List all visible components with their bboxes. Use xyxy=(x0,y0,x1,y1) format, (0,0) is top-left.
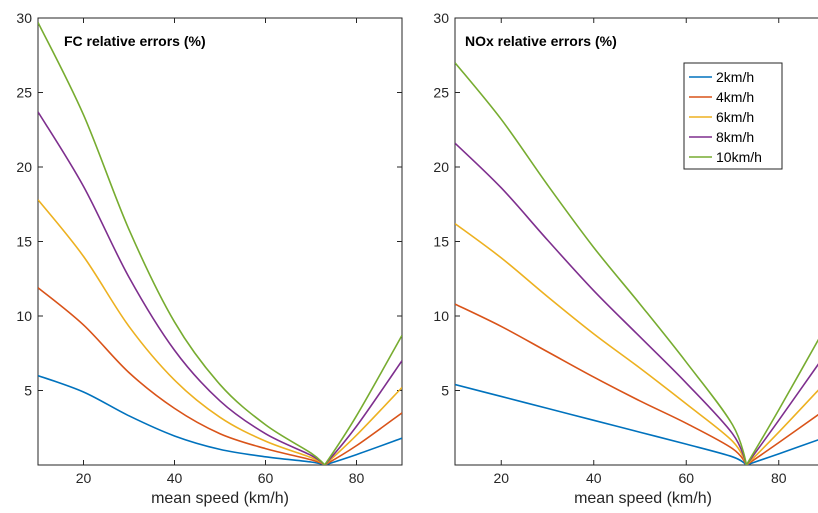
y-tick-label: 20 xyxy=(16,159,32,175)
x-axis-label-nox: mean speed (km/h) xyxy=(574,490,712,507)
x-axis-label-fc: mean speed (km/h) xyxy=(151,490,289,507)
series-line-nox-8km-h xyxy=(455,142,818,465)
legend: 2km/h 4km/h 6km/h 8km/h 10km/h xyxy=(683,62,783,170)
series-line-fc-4km-h xyxy=(38,287,402,465)
x-tick-label: 60 xyxy=(258,470,274,486)
legend-entry: 10km/h xyxy=(716,149,762,165)
series-line-fc-6km-h xyxy=(38,199,402,465)
series-line-nox-2km-h xyxy=(455,383,818,465)
legend-entry: 6km/h xyxy=(716,109,754,125)
chart-title-nox: NOx relative errors (%) xyxy=(465,33,617,49)
legend-entry: 2km/h xyxy=(716,69,754,85)
series-line-nox-4km-h xyxy=(455,303,818,465)
x-tick-label: 80 xyxy=(349,470,365,486)
y-tick-label: 15 xyxy=(433,234,449,250)
y-tick-label: 15 xyxy=(16,234,32,250)
chart-title-fc: FC relative errors (%) xyxy=(64,33,206,49)
x-tick-label: 20 xyxy=(493,470,509,486)
y-tick-label: 10 xyxy=(16,308,32,324)
y-tick-label: 30 xyxy=(433,10,449,26)
legend-box xyxy=(683,62,783,170)
legend-entry: 8km/h xyxy=(716,129,754,145)
y-tick-label: 30 xyxy=(16,10,32,26)
panel-fc: FC relative errors (%) mean speed (km/h)… xyxy=(16,10,403,507)
plot-area-fc xyxy=(37,17,403,466)
y-tick-label: 5 xyxy=(441,383,449,399)
x-tick-label: 40 xyxy=(167,470,183,486)
y-tick-label: 10 xyxy=(433,308,449,324)
series-line-nox-10km-h xyxy=(455,62,818,465)
x-tick-label: 20 xyxy=(76,470,92,486)
y-tick-label: 5 xyxy=(24,383,32,399)
x-tick-label: 60 xyxy=(678,470,694,486)
series-line-nox-6km-h xyxy=(455,222,818,465)
series-line-fc-2km-h xyxy=(38,374,402,465)
y-tick-label: 20 xyxy=(433,159,449,175)
x-tick-label: 40 xyxy=(586,470,602,486)
legend-entry: 4km/h xyxy=(716,89,754,105)
series-line-fc-8km-h xyxy=(38,111,402,465)
y-tick-label: 25 xyxy=(16,85,32,101)
y-tick-label: 25 xyxy=(433,85,449,101)
series-line-fc-10km-h xyxy=(38,22,402,465)
panel-nox: NOx relative errors (%) mean speed (km/h… xyxy=(433,10,818,507)
x-tick-label: 80 xyxy=(771,470,787,486)
